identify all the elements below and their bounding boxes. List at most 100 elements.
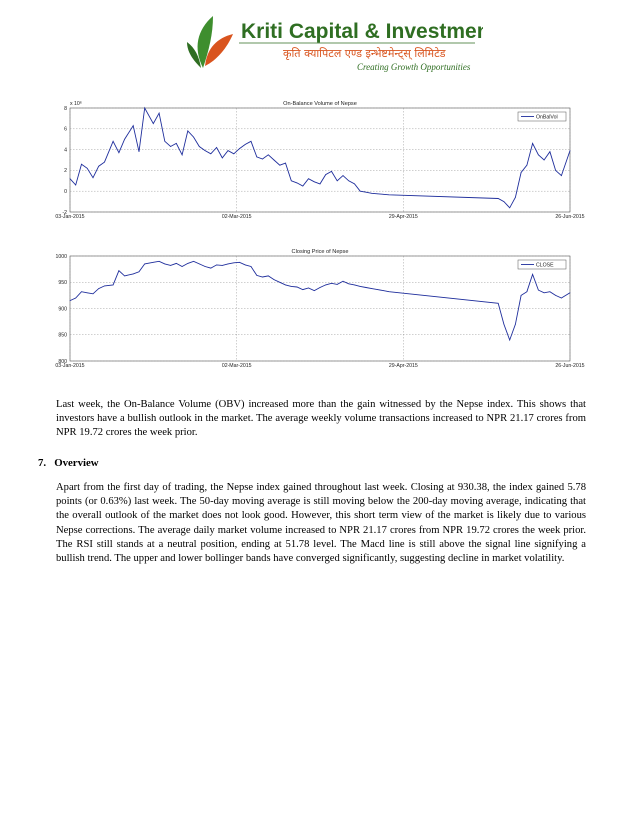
series-line [69, 106, 571, 209]
data-point [92, 293, 94, 295]
data-point [250, 140, 252, 142]
legend-label: CLOSE [536, 262, 554, 268]
obv-paragraph: Last week, the On-Balance Volume (OBV) i… [56, 399, 586, 439]
data-point [124, 275, 125, 277]
x-tick-label: 02-Mar-2015 [222, 214, 252, 220]
data-point [549, 151, 551, 153]
data-point [227, 150, 229, 151]
company-name-text: Kriti Capital & Investments Ltd. [241, 20, 483, 43]
data-point [509, 339, 511, 341]
data-point [216, 147, 217, 148]
data-point [239, 261, 240, 263]
data-point [267, 275, 269, 277]
data-point [227, 263, 229, 265]
data-point [285, 162, 286, 164]
data-point [144, 263, 146, 265]
data-point [124, 138, 125, 140]
tagline: Creating Growth Opportunities [357, 62, 471, 72]
data-point [331, 171, 332, 172]
data-point [250, 266, 252, 267]
data-point [543, 292, 545, 294]
data-point [290, 180, 292, 182]
data-point [325, 284, 327, 286]
data-point [198, 263, 200, 265]
data-point [319, 183, 321, 185]
y-tick-label: 800 [58, 359, 67, 365]
data-point [138, 271, 140, 273]
data-point [204, 266, 206, 267]
data-point [308, 178, 309, 180]
data-point [354, 284, 355, 286]
data-point [497, 198, 499, 199]
data-point [210, 153, 212, 155]
data-point [388, 291, 390, 293]
data-point [538, 289, 539, 291]
data-point [354, 183, 355, 185]
data-point [348, 180, 350, 182]
data-point [164, 263, 166, 265]
data-point [221, 157, 223, 159]
data-point [104, 161, 105, 163]
data-point [193, 136, 194, 138]
data-point [233, 153, 235, 155]
data-point [98, 165, 100, 167]
leaf-logo-icon: Kriti Capital & Investments Ltd. कृति क्… [183, 8, 553, 76]
y-tick-label: 0 [64, 189, 67, 195]
data-point [204, 150, 206, 151]
data-point [69, 300, 71, 301]
data-point [359, 190, 361, 192]
data-point [302, 185, 304, 187]
data-point [198, 146, 200, 147]
data-point [181, 266, 183, 267]
data-point [382, 193, 384, 195]
data-point [118, 152, 120, 154]
data-point [313, 181, 315, 183]
legend-box [517, 111, 567, 122]
company-logo: Kriti Capital & Investments Ltd. कृति क्… [183, 8, 553, 76]
data-point [359, 286, 361, 287]
data-point [175, 263, 177, 264]
data-point [526, 291, 528, 293]
data-point [244, 144, 246, 145]
data-point [285, 284, 286, 286]
data-point [561, 297, 562, 299]
data-point [342, 175, 344, 176]
data-point [296, 286, 298, 288]
data-point [290, 286, 292, 287]
data-point [193, 260, 194, 262]
plot-area [69, 255, 571, 362]
y-tick-label: 4 [64, 147, 67, 153]
y-tick-label: 950 [58, 280, 67, 286]
data-point [515, 197, 516, 198]
x-tick-label: 29-Apr-2015 [389, 214, 418, 220]
data-point [221, 265, 223, 266]
data-point [267, 154, 269, 156]
data-point [365, 287, 367, 288]
data-point [164, 140, 166, 142]
data-point [273, 159, 275, 161]
data-point [377, 289, 378, 290]
data-point [319, 287, 321, 288]
y-tick-label: 8 [64, 106, 67, 112]
data-point [256, 275, 258, 276]
data-point [158, 260, 160, 262]
x-tick-label: 03-Jan-2015 [55, 214, 84, 220]
data-point [348, 283, 350, 285]
x-tick-label: 02-Mar-2015 [222, 363, 252, 369]
data-point [152, 261, 154, 263]
data-point [520, 172, 522, 173]
data-point [144, 107, 146, 109]
data-point [302, 289, 304, 290]
data-point [308, 287, 309, 289]
y-tick-label: -2 [62, 210, 67, 216]
section-title: Overview [54, 457, 99, 469]
data-point [279, 164, 281, 166]
data-point [538, 154, 539, 156]
data-point [543, 159, 545, 161]
data-point [497, 302, 499, 304]
data-point [569, 150, 571, 151]
data-point [262, 158, 263, 160]
data-point [561, 175, 562, 176]
data-point [388, 194, 390, 196]
data-point [138, 151, 140, 153]
